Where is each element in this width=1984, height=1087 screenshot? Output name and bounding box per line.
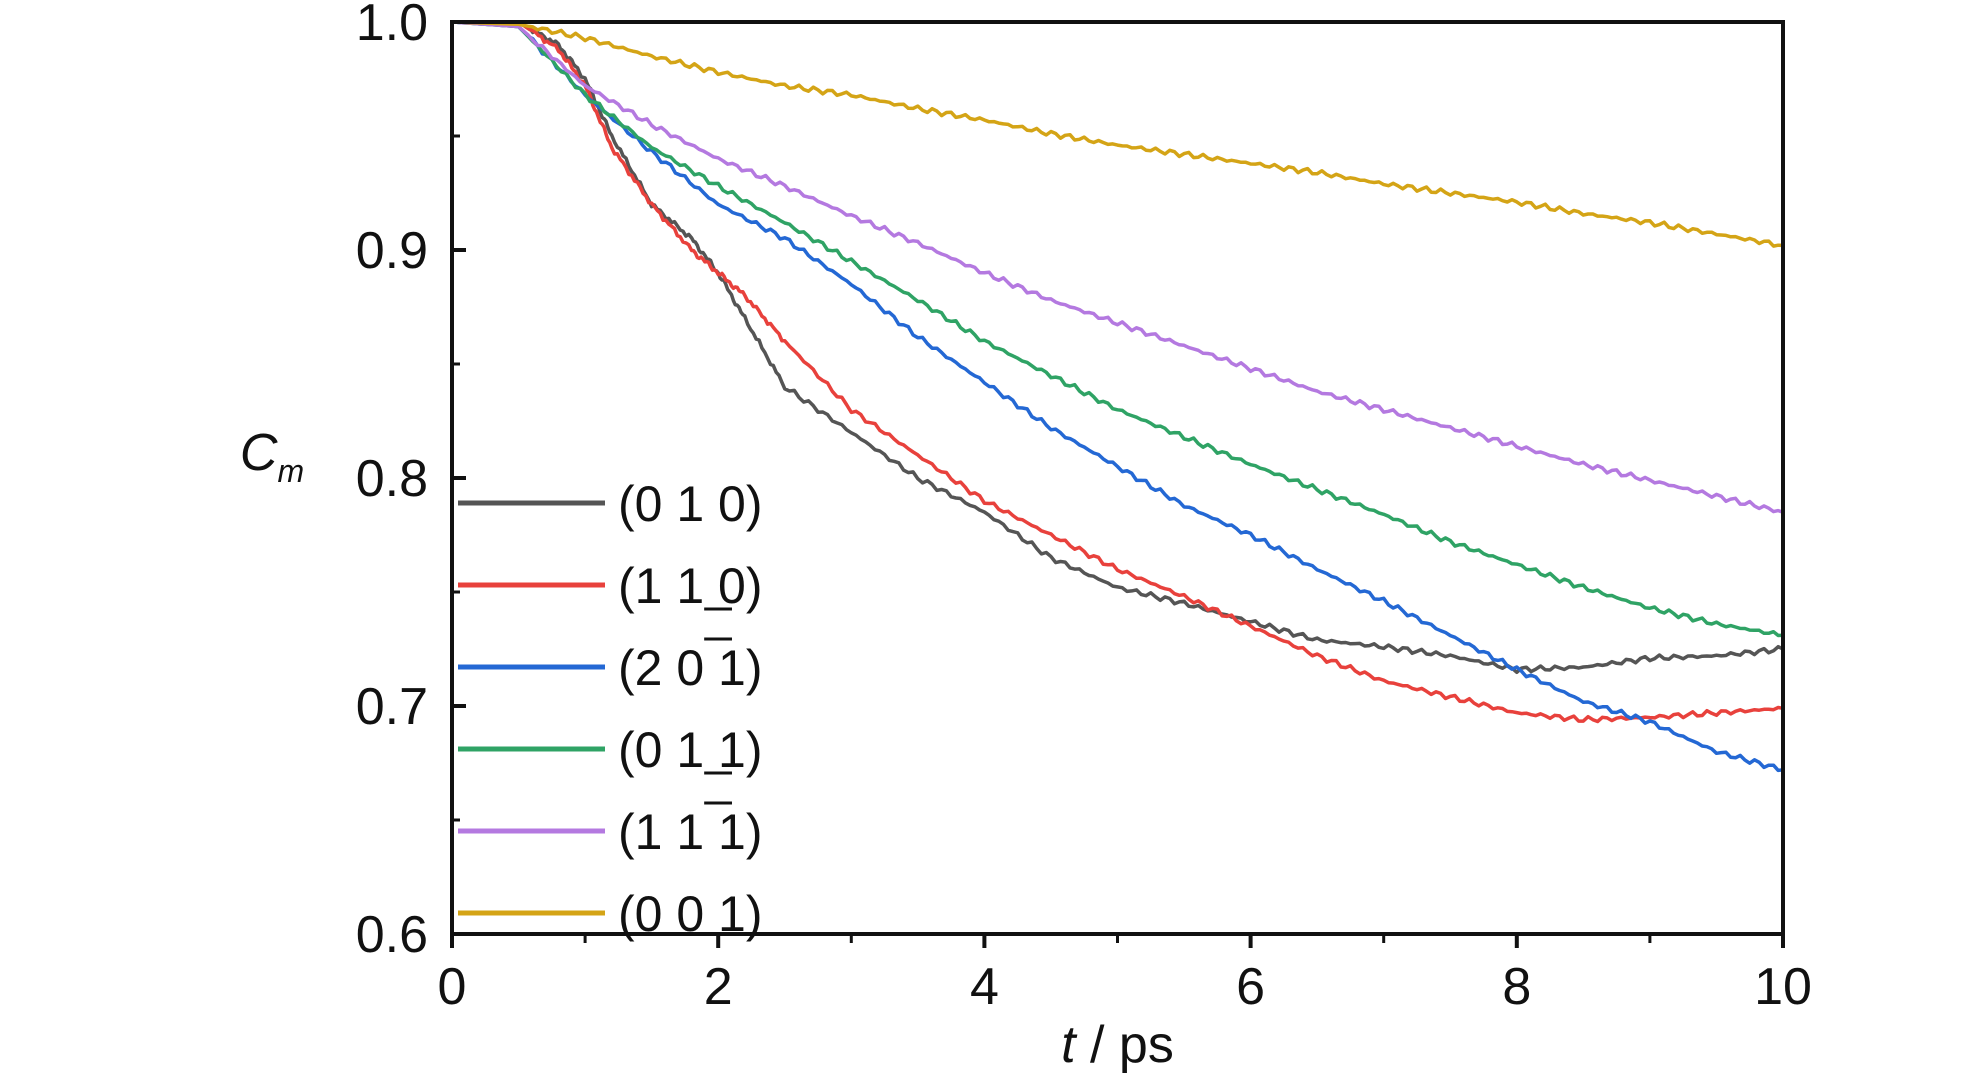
x-axis-title-variable: t [1061, 1016, 1078, 1074]
series-line [452, 20, 1784, 724]
x-axis-ticks: 0 2 4 6 8 10 [438, 934, 1812, 1016]
x-tick-label: 4 [970, 958, 999, 1016]
legend: (0 1 0) (1 1 0) (2 0 1) (0 1 1) (1 1 1) (0 0 … [458, 476, 763, 942]
legend-label: (0 0 1) [618, 886, 763, 942]
x-tick-label: 2 [704, 958, 733, 1016]
x-tick-label: 10 [1754, 958, 1812, 1016]
y-tick-label: 0.8 [356, 450, 428, 508]
series-lines [451, 20, 1784, 773]
y-axis-title: Cm [240, 424, 304, 489]
legend-label: (0 1 1) [618, 722, 763, 778]
y-axis-ticks: 0.6 0.7 0.8 0.9 1.0 [356, 0, 466, 964]
x-tick-label: 0 [438, 958, 467, 1016]
series-line [451, 20, 1784, 248]
legend-label: (2 0 1) [618, 640, 763, 696]
y-axis-title-subscript: m [277, 453, 304, 489]
legend-label: (1 1 0) [618, 558, 763, 614]
x-axis-title-unit: / ps [1076, 1016, 1174, 1074]
series-line [451, 20, 1784, 638]
series-line [452, 20, 1784, 675]
y-tick-label: 0.6 [356, 906, 428, 964]
series-line [451, 20, 1784, 514]
plot-frame [450, 20, 1785, 936]
y-tick-label: 0.9 [356, 222, 428, 280]
x-axis-title: t / ps [1061, 1016, 1174, 1074]
legend-label: (0 1 0) [618, 476, 763, 532]
x-tick-label: 6 [1236, 958, 1265, 1016]
series-line [451, 20, 1784, 773]
y-axis-title-variable: C [240, 424, 278, 482]
y-tick-label: 0.7 [356, 678, 428, 736]
x-tick-label: 8 [1502, 958, 1531, 1016]
legend-label: (1 1 1) [618, 804, 763, 860]
y-tick-label: 1.0 [356, 0, 428, 52]
